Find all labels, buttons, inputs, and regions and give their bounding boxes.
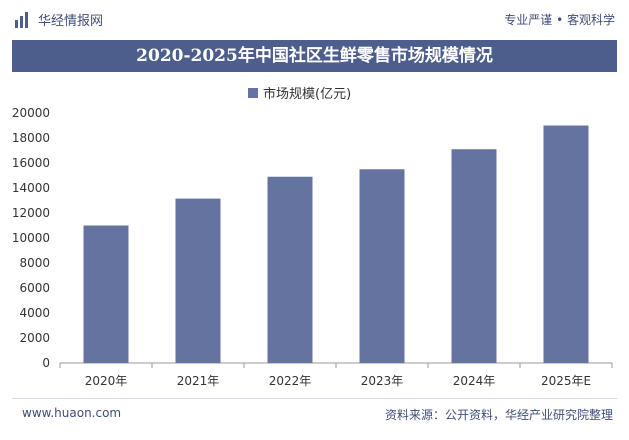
footer-divider [12,398,617,399]
footer-url[interactable]: www.huaon.com [22,406,122,420]
legend-swatch [248,87,258,98]
top-bar: 华经情报网 专业严谨 • 客观科学 [0,0,629,40]
x-tick-label: 2023年 [361,374,404,388]
chart-legend: 市场规模(亿元) [248,83,351,102]
y-tick-label: 2000 [19,331,50,345]
x-tick-label: 2024年 [453,374,496,388]
bar [451,149,497,363]
x-tick-label: 2021年 [177,374,220,388]
x-tick-label: 2025年E [541,374,591,388]
y-tick-label: 14000 [12,181,50,195]
bar [543,125,589,363]
legend-label: 市场规模(亿元) [263,87,352,102]
y-tick-label: 0 [42,356,50,370]
y-tick-label: 18000 [12,131,50,145]
y-tick-label: 8000 [19,256,50,270]
chart-title: 2020-2025年中国社区生鲜零售市场规模情况 [12,40,617,72]
bar [83,225,129,363]
bar [175,198,221,363]
x-tick-label: 2020年 [85,374,128,388]
brand-name: 华经情报网 [38,14,104,29]
brand: 华经情报网 [14,10,103,29]
y-tick-label: 4000 [19,306,50,320]
y-tick-label: 16000 [12,156,50,170]
y-tick-label: 6000 [19,281,50,295]
y-tick-label: 10000 [12,231,50,245]
y-tick-label: 12000 [12,206,50,220]
bar-chart-logo-icon [14,11,32,29]
bar [267,176,313,363]
slogan: 专业严谨 • 客观科学 [504,13,615,27]
x-tick-label: 2022年 [269,374,312,388]
y-tick-label: 20000 [12,106,50,120]
bar [359,169,405,363]
footer-source: 资料来源：公开资料，华经产业研究院整理 [384,408,613,422]
